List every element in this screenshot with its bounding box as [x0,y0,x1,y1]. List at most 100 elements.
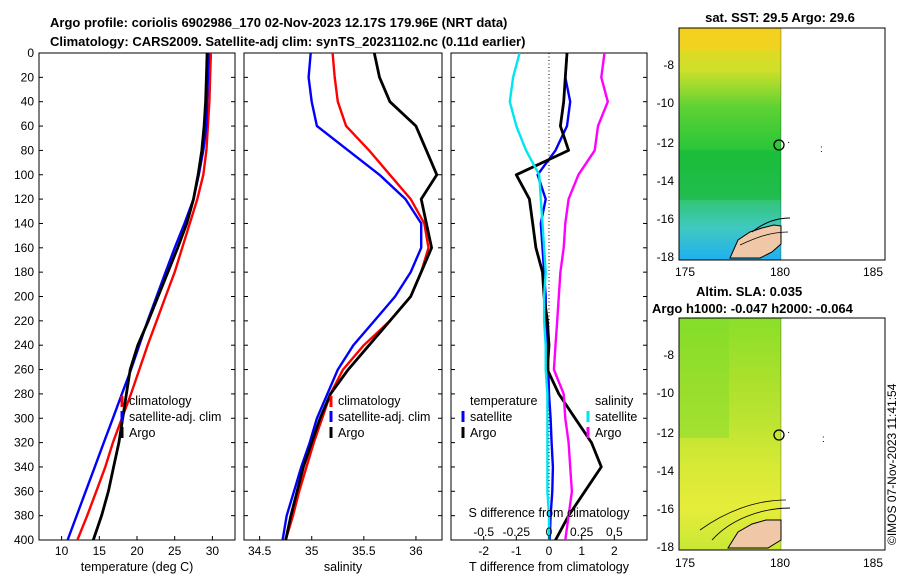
sla-map-title-line2: Argo h1000: -0.047 h2000: -0.064 [652,301,854,316]
y-tick-label: 380 [14,509,34,523]
difference-salinity-legend: salinity satellite Argo [586,394,637,440]
figure-title-line1: Argo profile: coriolis 6902986_170 02-No… [50,15,507,30]
fiji-land [727,519,782,549]
difference-temperature-legend: temperature satellite Argo [461,394,537,440]
sla-low-band [679,318,729,438]
series-line-satellite-adj-clim [66,53,210,540]
x-tick-label: 34.5 [248,544,272,558]
y-tick-label: 240 [14,338,34,352]
sla-ytick: -8 [663,348,674,362]
legend-title-salinity: salinity [595,394,634,408]
top-x-tick-label: -0.5 [473,525,494,539]
y-tick-label: 200 [14,290,34,304]
island-dots: · [787,427,790,438]
argo-position-marker [773,139,785,151]
difference-panel: -2 -1 0 1 2 -0.5 -0.25 0 0.25 0.5 T difference fr… [450,52,648,574]
x-tick-label: 20 [130,544,144,558]
x-tick-label: -2 [478,544,489,558]
temperature-legend: climatology satellite-adj. clim Argo [120,394,221,440]
land-coastline [751,217,791,233]
y-tick-label: 120 [14,192,34,206]
legend-label-climatology: climatology [129,394,192,408]
x-tick-label: -1 [511,544,522,558]
y-tick-label: 180 [14,265,34,279]
x-tick-label: 10 [55,544,69,558]
sla-map-frame [678,317,886,551]
sla-xtick: 185 [863,556,883,570]
sst-mid-band [679,150,781,200]
series-line-satellite-adj-clim [281,53,423,540]
sst-xtick: 175 [675,265,695,279]
y-tick-label: 60 [21,119,35,133]
temperature-panel: 10 15 20 25 30020406080100120140160180200220… [14,46,236,574]
land-contour [739,231,789,246]
figure-title-line2: Climatology: CARS2009. Satellite-adj cli… [50,34,525,49]
sst-xtick: 185 [863,265,883,279]
sst-field [679,28,781,260]
sla-xtick: 175 [675,556,695,570]
sla-ytick: -16 [657,502,675,516]
salinity-panel: 34.5 35 35.5 36 salinity [243,52,443,574]
legend-title-temperature: temperature [470,394,537,408]
sst-ytick: -8 [663,58,674,72]
sla-ytick: -14 [657,464,675,478]
x-tick-label: 1 [578,544,585,558]
y-tick-label: 20 [21,70,35,84]
salinity-legend: climatology satellite-adj. clim Argo [329,394,430,440]
y-tick-label: 360 [14,484,34,498]
island-dots: : [820,144,823,155]
sla-ytick: -10 [657,386,675,400]
island-dots: · [787,137,790,148]
x-tick-label: 36 [409,544,423,558]
y-tick-label: 100 [14,168,34,182]
x-tick-label: 0 [546,544,553,558]
legend-label-argo: Argo [338,426,364,440]
sla-xtick: 180 [770,556,790,570]
y-tick-label: 400 [14,533,34,547]
argo-position-marker [773,429,785,441]
legend-label-argo: Argo [129,426,155,440]
island-dots: : [822,434,825,445]
sla-ytick: -18 [657,540,675,554]
fiji-land [729,224,782,259]
y-tick-label: 140 [14,216,34,230]
top-x-tick-label: -0.25 [503,525,531,539]
land-coastline [711,507,791,541]
difference-top-xlabel: S difference from climatology [469,506,631,520]
sst-map: sat. SST: 29.5 Argo: 29.6 · : 175 180 18… [657,10,886,279]
x-tick-label: 25 [168,544,182,558]
y-tick-label: 80 [21,143,35,157]
y-tick-label: 0 [27,46,34,60]
legend-label-sal-satellite: satellite [595,410,637,424]
sst-ytick: -14 [657,174,675,188]
legend-label-temp-satellite: satellite [470,410,512,424]
y-tick-label: 40 [21,95,35,109]
series-line-salinity-satellite [508,53,551,540]
sst-xtick: 180 [770,265,790,279]
sst-map-frame [678,27,886,261]
legend-label-climatology: climatology [338,394,401,408]
legend-label-satellite: satellite-adj. clim [129,410,221,424]
top-x-tick-label: 0.25 [570,525,594,539]
y-tick-label: 320 [14,436,34,450]
land-contour [699,499,787,531]
y-tick-label: 160 [14,241,34,255]
top-x-tick-label: 0.5 [606,525,623,539]
x-tick-label: 35 [305,544,319,558]
sst-warm-band [679,28,781,50]
series-line-argo [284,53,439,540]
legend-label-satellite: satellite-adj. clim [338,410,430,424]
x-tick-label: 30 [206,544,220,558]
sla-map: Altim. SLA: 0.035 Argo h1000: -0.047 h20… [652,284,886,570]
sst-ytick: -12 [657,136,675,150]
y-tick-label: 300 [14,411,34,425]
y-tick-label: 260 [14,363,34,377]
series-line-climatology [284,53,430,540]
salinity-xlabel: salinity [324,560,363,574]
top-x-tick-label: 0 [546,525,553,539]
series-line-climatology [75,53,213,540]
y-tick-label: 340 [14,460,34,474]
series-line-salinity-argo [552,53,609,540]
series-line-temperature-satellite [536,53,572,540]
